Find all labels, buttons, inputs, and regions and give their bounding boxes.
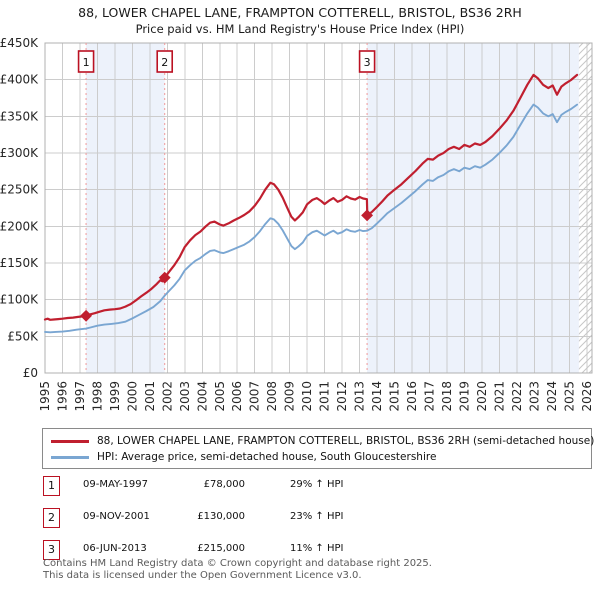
page-subtitle: Price paid vs. HM Land Registry's House …	[135, 22, 465, 36]
legend-label-hpi: HPI: Average price, semi-detached house,…	[97, 451, 437, 463]
x-axis-label: 2009	[283, 381, 297, 412]
y-axis-label: £250K	[0, 183, 39, 197]
sale-vs-hpi: 23% ↑ HPI	[290, 511, 344, 522]
x-axis-label: 2022	[510, 381, 524, 412]
sale-marker-3: 3	[43, 540, 60, 560]
x-axis-label: 2004	[195, 381, 209, 412]
x-axis-label: 2010	[300, 381, 314, 412]
sale-price: £215,000	[197, 543, 245, 554]
sale-number: 1	[83, 56, 90, 69]
price-chart: 1 2 3 £0 £50K £100K £150K £200K £250K £300K £350K £…	[0, 38, 594, 412]
sale-number-box	[77, 50, 95, 73]
sale-date: 09-NOV-2001	[83, 511, 150, 522]
license-note: Contains HM Land Registry data © Crown c…	[43, 558, 588, 581]
sale-marker-2: 2	[43, 508, 60, 528]
sale-vs-hpi: 11% ↑ HPI	[290, 543, 344, 554]
sale-date: 09-MAY-1997	[83, 479, 149, 490]
page-title: 88, LOWER CHAPEL LANE, FRAMPTON COTTEREL…	[78, 5, 522, 20]
table-row: 3 06-JUN-2013 £215,000 11% ↑ HPI	[43, 540, 592, 562]
x-axis-label: 2003	[178, 381, 192, 412]
x-axis-label: 2025	[562, 381, 576, 412]
plot-border	[44, 42, 593, 374]
y-axis-label: £450K	[0, 38, 39, 50]
x-axis-label: 2023	[527, 381, 541, 412]
price-paid-line	[43, 73, 579, 321]
legend-label-price: 88, LOWER CHAPEL LANE, FRAMPTON COTTEREL…	[97, 435, 595, 447]
x-axis-label: 2013	[353, 381, 367, 412]
sale-number-box	[358, 50, 376, 73]
table-row: 2 09-NOV-2001 £130,000 23% ↑ HPI	[43, 508, 592, 530]
sale-date: 06-JUN-2013	[83, 543, 147, 554]
x-axis-label: 2002	[160, 381, 174, 412]
y-axis-label: £400K	[0, 73, 39, 87]
x-axis-label: 2024	[545, 381, 559, 412]
legend-item-hpi: HPI: Average price, semi-detached house,…	[51, 449, 591, 465]
x-axis-label: 2006	[230, 381, 244, 412]
sale-number-box	[156, 50, 174, 73]
x-axis-label: 2005	[213, 381, 227, 412]
y-axis-label: £50K	[7, 329, 39, 343]
x-axis-label: 2019	[457, 381, 471, 412]
x-axis-label: 2012	[335, 381, 349, 412]
x-axis-label: 2000	[125, 381, 139, 412]
hpi-line-swatch	[51, 455, 89, 459]
sale-price: £130,000	[197, 511, 245, 522]
hpi-band	[367, 43, 579, 373]
x-axis-label: 1995	[38, 381, 52, 412]
x-axis-label: 1996	[55, 381, 69, 412]
table-row: 1 09-MAY-1997 £78,000 29% ↑ HPI	[43, 476, 592, 498]
x-axis-label: 2001	[143, 381, 157, 412]
x-axis-label: 2018	[440, 381, 454, 412]
sale-marker-1: 1	[43, 476, 60, 496]
chart-legend: 88, LOWER CHAPEL LANE, FRAMPTON COTTEREL…	[42, 428, 595, 469]
license-line-2: This data is licensed under the Open Gov…	[43, 569, 362, 581]
x-axis-label: 2026	[580, 381, 594, 412]
sale-number: 2	[161, 56, 168, 69]
no-data-hatch	[578, 43, 592, 373]
price-line-swatch	[51, 439, 89, 443]
x-axis-label: 2007	[248, 381, 262, 412]
y-axis-label: £200K	[0, 219, 39, 233]
sale-number: 3	[364, 56, 371, 69]
x-axis-label: 1998	[90, 381, 104, 412]
x-axis-label: 2008	[265, 381, 279, 412]
sales-table: 1 09-MAY-1997 £78,000 29% ↑ HPI 2 09-NOV…	[43, 476, 592, 572]
license-line-1: Contains HM Land Registry data © Crown c…	[43, 558, 432, 569]
x-axis-label: 2021	[492, 381, 506, 412]
x-axis-label: 2015	[388, 381, 402, 412]
y-axis-label: £0	[23, 366, 38, 380]
y-axis-label: £100K	[0, 293, 39, 307]
x-axis-label: 2020	[475, 381, 489, 412]
x-axis-label: 2017	[422, 381, 436, 412]
hpi-band	[86, 43, 165, 373]
sale-price: £78,000	[203, 479, 245, 490]
x-axis-label: 2011	[318, 381, 332, 412]
y-axis-label: £350K	[0, 109, 39, 123]
x-axis-label: 2016	[405, 381, 419, 412]
x-axis-label: 1997	[73, 381, 87, 412]
x-axis-label: 2014	[370, 381, 384, 412]
sale-vs-hpi: 29% ↑ HPI	[290, 479, 344, 490]
y-axis-label: £150K	[0, 256, 39, 270]
y-axis-label: £300K	[0, 146, 39, 160]
hpi-line	[44, 103, 579, 334]
legend-item-price: 88, LOWER CHAPEL LANE, FRAMPTON COTTEREL…	[51, 433, 595, 449]
x-axis-label: 1999	[108, 381, 122, 412]
